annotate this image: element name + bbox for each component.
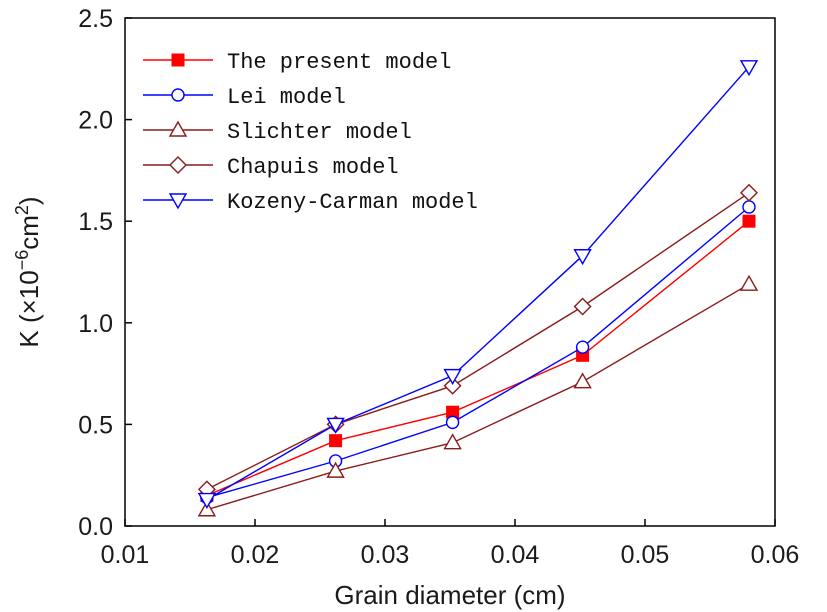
legend-label: Slichter model <box>227 120 412 145</box>
series-line <box>206 283 750 511</box>
data-point <box>197 492 217 509</box>
legend-item: Chapuis model <box>143 155 399 180</box>
data-point <box>443 376 462 395</box>
x-tick-label: 0.01 <box>101 541 150 569</box>
x-tick-label: 0.06 <box>751 541 800 569</box>
data-point <box>445 415 460 430</box>
data-point <box>575 340 590 354</box>
y-axis-title-prefix: K ( <box>14 314 44 348</box>
data-point <box>739 274 759 291</box>
legend-label: Chapuis model <box>227 155 399 180</box>
legend-item: Kozeny-Carman model <box>143 190 478 215</box>
x-tick-label: 0.05 <box>621 541 670 569</box>
y-axis-title-exponent: −6 <box>12 250 32 271</box>
x-axis-title: Grain diameter (cm) <box>334 580 565 610</box>
series <box>197 274 759 517</box>
legend-label: Lei model <box>227 85 346 110</box>
data-point <box>742 214 756 228</box>
legend-marker <box>168 120 188 137</box>
y-axis-title-times: × <box>14 299 44 314</box>
x-tick-label: 0.02 <box>231 541 280 569</box>
legend: The present model Lei model Slichter model… <box>143 50 478 215</box>
data-point <box>329 434 343 448</box>
plot-frame <box>124 17 776 527</box>
y-tick-label: 1.5 <box>78 208 113 236</box>
series <box>200 214 756 503</box>
y-axis-title: K (×10−6cm2) <box>12 196 44 347</box>
x-tick-label: 0.03 <box>361 541 410 569</box>
legend-marker <box>171 88 185 102</box>
y-axis-title-base: 10 <box>14 270 44 299</box>
axis-ticks: 0.01 0.02 0.03 0.04 0.05 0.06 0.0 0.5 1.0 1.5 2.0 2… <box>78 5 799 569</box>
legend-label: The present model <box>227 50 451 75</box>
data-point <box>742 200 756 214</box>
data-point <box>326 461 345 478</box>
legend-item: Lei model <box>143 85 346 110</box>
y-tick-label: 2.0 <box>78 107 113 135</box>
y-axis-title-unit: cm <box>14 215 44 250</box>
legend-marker <box>171 53 185 67</box>
y-axis-title-unit-exponent: 2 <box>12 205 32 215</box>
data-point <box>573 249 592 266</box>
legend-marker <box>168 193 188 210</box>
y-tick-label: 2.5 <box>78 5 113 33</box>
series <box>197 60 759 509</box>
series-line <box>206 220 750 497</box>
data-point <box>739 60 759 77</box>
x-tick-label: 0.04 <box>491 541 540 569</box>
legend-label: Kozeny-Carman model <box>227 190 478 215</box>
series-group <box>197 60 759 517</box>
legend-item: The present model <box>143 50 451 75</box>
data-point <box>443 368 462 386</box>
data-point <box>573 372 592 389</box>
data-point <box>573 297 592 316</box>
series-line <box>206 192 750 491</box>
data-point <box>443 433 462 450</box>
y-tick-label: 1.0 <box>78 310 113 338</box>
data-point <box>326 417 345 434</box>
y-axis-title-suffix: ) <box>14 196 44 205</box>
legend-marker <box>169 156 187 174</box>
series <box>197 183 758 499</box>
y-tick-label: 0.5 <box>78 411 113 439</box>
legend-item: Slichter model <box>143 120 412 145</box>
y-tick-label: 0.0 <box>78 513 113 541</box>
data-point <box>740 183 758 202</box>
